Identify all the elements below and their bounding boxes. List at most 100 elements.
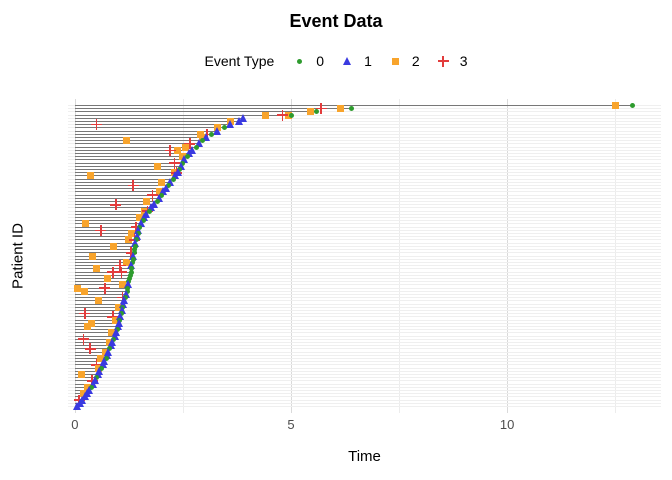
event-marker-type2 bbox=[84, 322, 92, 330]
patient-timeline bbox=[74, 383, 94, 385]
event-marker-type3 bbox=[107, 266, 119, 278]
patient-timeline bbox=[74, 325, 119, 327]
patient-timeline bbox=[74, 242, 136, 244]
event-marker-type2 bbox=[123, 258, 131, 266]
row-gridline bbox=[68, 239, 661, 241]
event-marker-type2 bbox=[92, 265, 100, 273]
event-marker-type1 bbox=[176, 161, 185, 170]
patient-timeline bbox=[74, 156, 188, 158]
row-gridline bbox=[68, 309, 661, 311]
event-marker-type1 bbox=[159, 187, 168, 196]
event-marker-type2 bbox=[118, 281, 126, 289]
patient-timeline bbox=[74, 252, 135, 254]
event-marker-type1 bbox=[194, 139, 203, 148]
event-marker-type2 bbox=[157, 178, 165, 186]
event-marker-type2 bbox=[95, 297, 103, 305]
patient-timeline bbox=[74, 188, 167, 190]
event-marker-type1 bbox=[98, 360, 107, 369]
row-gridline bbox=[68, 293, 661, 295]
row-gridline bbox=[68, 108, 661, 110]
row-gridline bbox=[68, 165, 661, 167]
event-marker-type0 bbox=[221, 125, 227, 131]
patient-timeline bbox=[74, 185, 169, 187]
patient-timeline bbox=[74, 290, 128, 292]
row-gridline bbox=[68, 172, 661, 174]
legend-item-1: 1 bbox=[340, 53, 372, 69]
patient-timeline bbox=[74, 309, 123, 311]
row-gridline bbox=[68, 191, 661, 193]
patient-timeline bbox=[74, 213, 147, 215]
event-marker-type3 bbox=[127, 180, 139, 192]
row-gridline bbox=[68, 220, 661, 222]
row-gridline bbox=[68, 329, 661, 331]
event-marker-type2 bbox=[153, 162, 161, 170]
row-gridline bbox=[68, 197, 661, 199]
patient-timeline bbox=[74, 165, 182, 167]
event-marker-type2 bbox=[611, 102, 619, 109]
patient-timeline bbox=[74, 249, 135, 251]
triangle-icon bbox=[340, 54, 355, 69]
row-gridline bbox=[68, 303, 661, 305]
row-gridline bbox=[68, 223, 661, 225]
event-marker-type1 bbox=[113, 321, 122, 330]
row-gridline bbox=[68, 297, 661, 299]
patient-timeline bbox=[74, 178, 174, 180]
event-marker-type0 bbox=[129, 266, 135, 272]
event-marker-type1 bbox=[118, 299, 127, 308]
patient-timeline bbox=[74, 271, 132, 273]
patient-timeline bbox=[74, 223, 142, 225]
plus-glyph bbox=[437, 55, 449, 67]
patient-timeline bbox=[74, 124, 231, 126]
row-gridline bbox=[68, 188, 661, 190]
event-marker-type0 bbox=[629, 103, 635, 108]
row-gridline bbox=[68, 313, 661, 315]
patient-timeline bbox=[74, 210, 150, 212]
row-gridline bbox=[68, 316, 661, 318]
row-gridline bbox=[68, 114, 661, 116]
event-marker-type1 bbox=[136, 219, 145, 228]
patient-timeline bbox=[74, 127, 225, 129]
row-gridline bbox=[68, 261, 661, 263]
patient-timeline bbox=[74, 220, 144, 222]
patient-timeline bbox=[74, 364, 103, 366]
patient-timeline bbox=[74, 357, 107, 359]
patient-timeline bbox=[74, 111, 317, 113]
patient-timeline bbox=[74, 143, 200, 145]
event-marker-type3 bbox=[147, 189, 159, 201]
row-gridline bbox=[68, 245, 661, 247]
plot-panel bbox=[68, 99, 661, 413]
patient-timeline bbox=[74, 194, 162, 196]
event-marker-type3 bbox=[99, 282, 111, 294]
row-gridline bbox=[68, 284, 661, 286]
row-gridline bbox=[68, 351, 661, 353]
patient-timeline bbox=[74, 277, 130, 279]
patient-timeline bbox=[74, 169, 180, 171]
row-gridline bbox=[68, 226, 661, 228]
event-marker-type2 bbox=[136, 214, 144, 222]
patient-timeline bbox=[74, 159, 185, 161]
patient-timeline bbox=[74, 233, 138, 235]
patient-timeline bbox=[74, 313, 122, 315]
row-gridline bbox=[68, 277, 661, 279]
patient-timeline bbox=[74, 316, 121, 318]
event-marker-type1 bbox=[72, 402, 81, 410]
event-marker-type2 bbox=[77, 370, 85, 378]
patient-timeline bbox=[74, 281, 129, 283]
row-gridline bbox=[68, 335, 661, 337]
event-marker-type1 bbox=[226, 120, 234, 129]
row-gridline bbox=[68, 140, 661, 142]
event-marker-type1 bbox=[102, 350, 111, 359]
x-tick-label-5: 5 bbox=[287, 417, 295, 432]
patient-timeline bbox=[74, 197, 160, 199]
event-marker-type2 bbox=[123, 137, 131, 145]
event-marker-type3 bbox=[116, 266, 128, 278]
patient-timeline bbox=[74, 172, 179, 174]
patient-timeline bbox=[74, 117, 244, 119]
event-marker-type1 bbox=[110, 331, 119, 340]
patient-timeline bbox=[74, 386, 92, 388]
patient-timeline bbox=[74, 319, 120, 321]
y-axis-title: Patient ID bbox=[9, 223, 27, 289]
patient-timeline bbox=[74, 114, 291, 116]
patient-timeline bbox=[74, 217, 145, 219]
event-marker-type2 bbox=[88, 319, 96, 327]
